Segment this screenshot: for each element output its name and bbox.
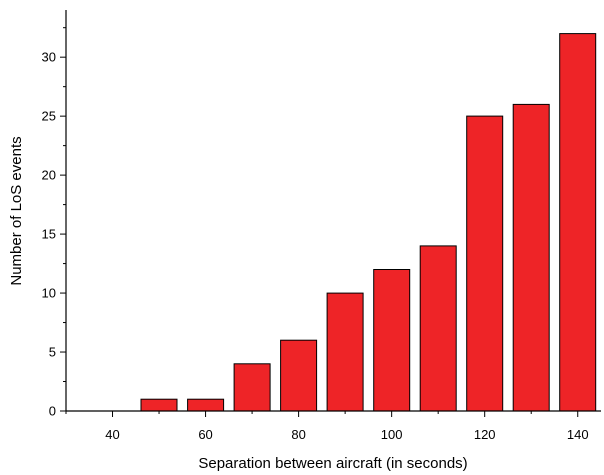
y-tick-label-25: 25	[42, 109, 56, 124]
x-axis-title: Separation between aircraft (in seconds)	[198, 455, 467, 472]
bar-80	[280, 339, 318, 412]
y-axis: 0 5 10 15 20 25 30	[42, 10, 67, 419]
bar-70	[233, 363, 271, 412]
x-tick-label-120: 120	[474, 427, 496, 442]
x-tick-label-140: 140	[567, 427, 589, 442]
bar-120	[466, 115, 504, 412]
x-tick-label-100: 100	[381, 427, 403, 442]
y-tick-label-20: 20	[42, 168, 56, 183]
bar-50	[140, 398, 178, 412]
bar-110	[419, 245, 457, 412]
y-tick-label-0: 0	[49, 404, 56, 419]
x-tick-label-40: 40	[105, 427, 119, 442]
bar-60	[187, 398, 225, 412]
x-axis: 40 60 80 100 120 140	[65, 410, 601, 442]
bar-140	[559, 33, 597, 412]
y-tick-label-5: 5	[49, 345, 56, 360]
y-tick-label-10: 10	[42, 286, 56, 301]
bar-130	[512, 103, 550, 412]
x-tick-label-80: 80	[291, 427, 305, 442]
y-tick-label-30: 30	[42, 50, 56, 65]
y-axis-title: Number of LoS events	[8, 136, 25, 285]
bar-90	[326, 292, 364, 412]
bar-100	[373, 269, 411, 412]
y-tick-label-15: 15	[42, 227, 56, 242]
x-tick-label-60: 60	[198, 427, 212, 442]
bars-group	[140, 33, 597, 412]
